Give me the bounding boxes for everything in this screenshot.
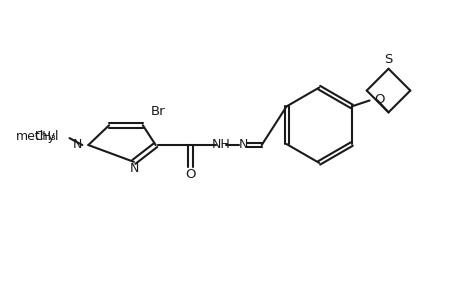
Text: N: N xyxy=(239,138,248,151)
Text: O: O xyxy=(374,93,384,106)
Text: N: N xyxy=(73,138,82,151)
Text: Br: Br xyxy=(151,105,165,118)
Text: methyl: methyl xyxy=(16,130,60,142)
Text: N: N xyxy=(130,162,139,175)
Text: NH: NH xyxy=(211,138,230,151)
Text: O: O xyxy=(185,168,195,181)
Text: CH₃: CH₃ xyxy=(34,130,56,142)
Text: S: S xyxy=(384,53,392,66)
